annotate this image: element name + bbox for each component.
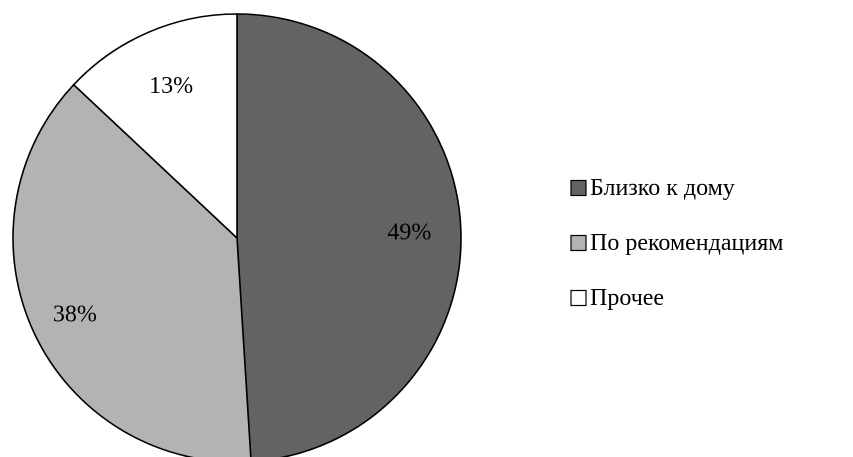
legend-swatch-1: [570, 179, 587, 197]
legend-label-3: Прочее: [590, 285, 664, 311]
data-label-2: 38%: [53, 301, 97, 327]
data-label-3: 13%: [149, 73, 193, 99]
legend-swatch-2: [570, 234, 587, 252]
legend-label-1: Близко к дому: [590, 175, 735, 201]
pie-slices: [12, 13, 462, 457]
data-label-1: 49%: [387, 220, 431, 246]
pie-data-labels: 49% 38% 13%: [53, 73, 432, 327]
legend: Близко к дому По рекомендациям Прочее: [570, 175, 783, 311]
pie-slice-2: [12, 83, 252, 457]
pie-slice-3: [72, 13, 238, 240]
legend-label-2: По рекомендациям: [590, 230, 783, 256]
legend-swatch-3: [570, 289, 587, 307]
pie-slice-1: [236, 13, 462, 457]
